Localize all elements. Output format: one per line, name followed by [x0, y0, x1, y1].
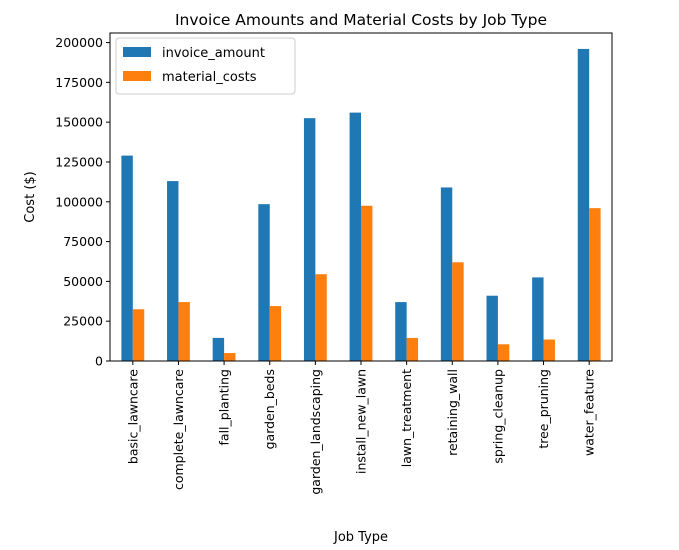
bar-invoice-amount-fall-planting	[212, 337, 225, 361]
bar-invoice-amount-water-feature	[577, 48, 590, 362]
x-tick-label: garden_landscaping	[308, 369, 323, 495]
y-tick-label: 50000	[63, 274, 103, 289]
y-tick-label: 175000	[55, 75, 103, 90]
bar-invoice-amount-basic-lawncare	[121, 155, 133, 361]
y-tick-label: 75000	[63, 234, 103, 249]
bars-group	[121, 48, 601, 362]
x-tick-label: tree_pruning	[536, 369, 551, 449]
legend-label-invoice-amount: invoice_amount	[162, 46, 265, 61]
bar-invoice-amount-garden-landscaping	[303, 118, 316, 362]
bar-invoice-amount-tree-pruning	[532, 277, 544, 361]
bar-material-costs-garden-landscaping	[315, 274, 327, 361]
y-tick-label: 100000	[55, 194, 103, 209]
legend: invoice_amount material_costs	[115, 37, 296, 95]
x-tick-label: garden_beds	[262, 369, 277, 449]
y-axis: 0 25000 50000 75000 100000 125000 150000 175000…	[55, 35, 110, 369]
bar-material-costs-tree-pruning	[543, 339, 555, 361]
bar-material-costs-complete-lawncare	[178, 302, 190, 361]
bar-invoice-amount-lawn-treatment	[395, 302, 407, 361]
legend-label-material-costs: material_costs	[162, 70, 257, 85]
bar-material-costs-water-feature	[589, 208, 601, 361]
bar-invoice-amount-retaining-wall	[440, 187, 453, 361]
y-tick-label: 25000	[63, 314, 103, 329]
bar-material-costs-install-new-lawn	[361, 205, 373, 361]
y-tick-label: 125000	[55, 154, 103, 169]
bar-material-costs-retaining-wall	[452, 262, 464, 361]
x-tick-label: retaining_wall	[445, 369, 460, 456]
x-tick-label: lawn_treatment	[399, 369, 414, 467]
x-tick-label: complete_lawncare	[171, 369, 186, 490]
bar-material-costs-basic-lawncare	[132, 309, 145, 361]
legend-swatch-invoice-amount	[123, 47, 151, 57]
bar-invoice-amount-complete-lawncare	[167, 181, 179, 361]
bar-material-costs-lawn-treatment	[406, 337, 419, 361]
legend-swatch-material-costs	[123, 71, 151, 81]
bar-material-costs-fall-planting	[224, 353, 236, 361]
bar-invoice-amount-install-new-lawn	[349, 112, 361, 361]
x-tick-label: install_new_lawn	[354, 369, 369, 474]
bar-invoice-amount-spring-cleanup	[486, 295, 498, 361]
y-tick-label: 200000	[55, 35, 103, 50]
y-tick-label: 150000	[55, 115, 103, 130]
x-tick-label: water_feature	[582, 369, 597, 456]
x-tick-label: spring_cleanup	[490, 369, 505, 464]
y-axis-title: Cost ($)	[23, 171, 38, 222]
x-axis: basic_lawncare complete_lawncare fall_plan…	[125, 361, 597, 495]
bar-material-costs-spring-cleanup	[497, 344, 510, 361]
legend-box	[115, 37, 296, 95]
bar-invoice-amount-garden-beds	[258, 204, 270, 361]
bar-material-costs-garden-beds	[269, 306, 282, 361]
x-tick-label: basic_lawncare	[125, 369, 140, 464]
x-axis-title: Job Type	[333, 530, 388, 545]
y-tick-label: 0	[95, 354, 103, 369]
chart-title: Invoice Amounts and Material Costs by Jo…	[175, 11, 547, 29]
x-tick-label: fall_planting	[217, 369, 232, 445]
